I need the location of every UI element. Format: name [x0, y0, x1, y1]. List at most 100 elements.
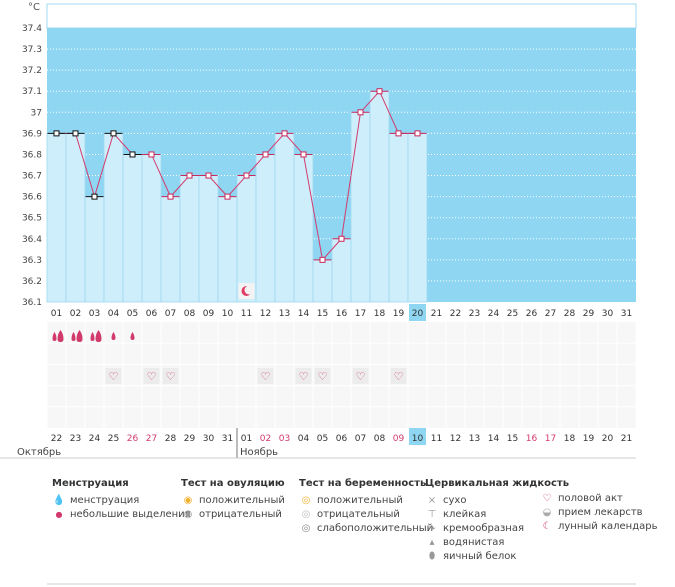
legend-menstruation-title: Менструация	[52, 478, 129, 489]
calendar-date: 29	[184, 434, 196, 444]
calendar-date: 20	[602, 434, 614, 444]
heart-cell	[390, 368, 407, 384]
cycle-day-label: 08	[184, 309, 196, 319]
y-tick-label: 36.8	[22, 150, 42, 160]
legend-cervical-title: Цервикальная жидкость	[425, 478, 570, 489]
positive-test-icon: ◉	[183, 495, 193, 506]
moon-icon: ☾	[542, 521, 552, 532]
legend-pregnancy-weak: ◎ слабоположительный	[299, 522, 434, 536]
legend-label: клейкая	[443, 509, 487, 520]
y-tick-label: 36.2	[22, 277, 42, 287]
temperature-point	[53, 130, 60, 137]
cycle-day-label: 03	[89, 309, 100, 319]
temperature-point	[243, 172, 250, 179]
temperature-bar	[407, 132, 428, 303]
temperature-point	[91, 193, 98, 200]
cycle-day-label: 21	[431, 309, 442, 319]
heart-cell	[162, 368, 179, 384]
temperature-point	[224, 193, 231, 200]
temperature-bar	[46, 132, 67, 303]
heart-icon: ♡	[318, 370, 328, 383]
menstruation-drop-icon	[52, 332, 57, 341]
cycle-day-label: 28	[564, 309, 576, 319]
calendar-date: 03	[279, 434, 290, 444]
calendar-date: 05	[317, 434, 328, 444]
y-tick-label: 37.2	[22, 66, 42, 76]
pregnancy-weak-icon: ◎	[301, 523, 311, 534]
cycle-day-label: 10	[222, 309, 234, 319]
light-drop-icon	[130, 332, 135, 340]
heart-icon: ♡	[394, 370, 404, 383]
legend-pregnancy-negative: ◎ отрицательный	[299, 508, 433, 522]
temperature-bar	[388, 132, 409, 303]
calendar-date: 09	[393, 434, 405, 444]
symbol-grid	[47, 322, 636, 428]
heart-icon: ♡	[299, 370, 309, 383]
legend-cervical-dry: × сухо	[425, 494, 569, 508]
cycle-day-label: 26	[526, 309, 538, 319]
calendar-date: 24	[89, 434, 101, 444]
temperature-point	[262, 151, 269, 158]
temperature-point	[338, 235, 345, 242]
negative-test-icon: ◉	[183, 509, 193, 520]
calendar-date: 27	[146, 434, 157, 444]
temperature-bar	[103, 132, 124, 303]
legend-label: отрицательный	[199, 509, 282, 520]
calendar-date: 15	[507, 434, 518, 444]
temperature-point	[395, 130, 402, 137]
cycle-day-label: 15	[317, 309, 328, 319]
y-tick-label: 36.1	[22, 298, 42, 308]
temperature-bar	[350, 111, 371, 303]
cycle-day-label: 16	[336, 309, 348, 319]
legend-label: менструация	[70, 495, 140, 506]
cycle-day-label: 14	[298, 309, 310, 319]
menstruation-drop-icon	[71, 332, 76, 341]
cycle-day-label: 31	[621, 309, 632, 319]
temperature-bar	[255, 154, 276, 303]
heart-cell	[143, 368, 160, 384]
y-tick-label: 37	[31, 108, 42, 118]
menstruation-drop-icon	[57, 330, 64, 342]
menstruation-drop-icon	[95, 330, 102, 342]
calendar-date: 28	[165, 434, 177, 444]
temperature-point	[186, 172, 193, 179]
calendar-date: 04	[298, 434, 310, 444]
temperature-bar	[141, 154, 162, 303]
cycle-day-label: 18	[374, 309, 386, 319]
heart-cell	[295, 368, 312, 384]
heart-icon: ♡	[166, 370, 176, 383]
calendar-date: 12	[450, 434, 461, 444]
legend-label: отрицательный	[317, 509, 400, 520]
temperature-point	[319, 256, 326, 263]
calendar-date: 31	[222, 434, 233, 444]
legend-label: положительный	[317, 495, 403, 506]
cycle-day-label: 02	[70, 309, 81, 319]
temperature-bar	[198, 175, 219, 303]
calendar-date: 08	[374, 434, 386, 444]
legend-label: слабоположительный	[317, 523, 434, 534]
temperature-bar	[293, 154, 314, 303]
calendar-date: 26	[127, 434, 139, 444]
cycle-day-label: 01	[51, 309, 62, 319]
legend-label: половой акт	[558, 493, 623, 504]
menstruation-drop-icon: 💧	[52, 495, 66, 506]
legend-label: небольшие выделения	[70, 509, 191, 520]
temperature-point	[148, 151, 155, 158]
temperature-bar	[369, 90, 390, 303]
legend-medication: ◒ прием лекарств	[540, 506, 658, 520]
temperature-bar	[84, 196, 105, 303]
legend-pregnancy: Тест на беременность ◎ положительный ◎ отр…	[299, 478, 433, 536]
cycle-day-label: 05	[127, 309, 138, 319]
calendar-date: 21	[621, 434, 632, 444]
legend-ovulation-title: Тест на овуляцию	[181, 478, 285, 489]
calendar-date: 22	[51, 434, 62, 444]
temperature-point	[376, 88, 383, 95]
legend-cervical-eggwhite: ⬮ яичный белок	[425, 550, 569, 564]
temperature-point	[300, 151, 307, 158]
cycle-day-label: 20	[412, 309, 424, 319]
temperature-point	[281, 130, 288, 137]
heart-icon: ♡	[109, 370, 119, 383]
y-tick-label: 36.3	[22, 256, 42, 266]
cycle-day-label: 11	[241, 309, 252, 319]
